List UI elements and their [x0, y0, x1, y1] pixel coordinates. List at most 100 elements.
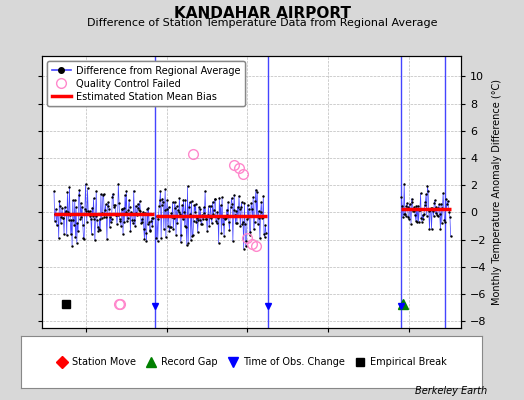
- Point: [135, 206, 143, 213]
- Point: [184, 240, 192, 246]
- Point: [83, 185, 92, 192]
- Point: [202, 216, 211, 222]
- Point: [105, 224, 114, 230]
- Point: [188, 233, 196, 240]
- Point: [112, 212, 120, 218]
- Text: KANDAHAR AIRPORT: KANDAHAR AIRPORT: [173, 6, 351, 21]
- Point: [220, 233, 228, 239]
- Point: [199, 215, 208, 222]
- Point: [429, 213, 438, 219]
- Point: [250, 219, 259, 225]
- Point: [417, 215, 425, 222]
- Point: [215, 194, 224, 201]
- Point: [165, 228, 173, 234]
- Point: [428, 205, 436, 212]
- Point: [442, 206, 451, 212]
- Point: [197, 221, 205, 227]
- Point: [206, 202, 215, 209]
- Point: [79, 234, 88, 241]
- Point: [239, 246, 248, 252]
- Point: [60, 231, 68, 238]
- Point: [53, 211, 61, 218]
- Point: [408, 199, 417, 205]
- Point: [432, 204, 441, 210]
- Point: [172, 232, 180, 238]
- Point: [225, 227, 234, 233]
- Point: [440, 206, 448, 212]
- Point: [209, 199, 217, 205]
- Point: [187, 237, 195, 243]
- Point: [234, 213, 243, 219]
- Point: [248, 206, 256, 212]
- Point: [418, 218, 426, 225]
- Text: Difference of Station Temperature Data from Regional Average: Difference of Station Temperature Data f…: [87, 18, 437, 28]
- Point: [120, 219, 128, 225]
- Point: [136, 198, 144, 204]
- Point: [431, 197, 439, 203]
- Point: [88, 204, 96, 211]
- Point: [401, 211, 409, 218]
- Point: [61, 210, 70, 216]
- Point: [146, 226, 154, 233]
- Point: [59, 214, 68, 221]
- Point: [74, 228, 82, 234]
- Point: [129, 188, 138, 194]
- Point: [435, 211, 444, 217]
- Point: [99, 192, 107, 198]
- Point: [141, 230, 150, 236]
- Point: [159, 198, 167, 205]
- Point: [158, 195, 167, 202]
- Point: [437, 201, 445, 207]
- Point: [208, 220, 216, 226]
- Point: [139, 226, 148, 232]
- Point: [417, 190, 425, 196]
- Point: [262, 230, 270, 236]
- Point: [399, 211, 408, 218]
- Point: [85, 210, 93, 216]
- Point: [186, 210, 194, 217]
- Point: [200, 204, 208, 210]
- Point: [165, 204, 173, 211]
- Point: [433, 213, 442, 219]
- Point: [237, 199, 246, 206]
- Point: [435, 201, 443, 208]
- Point: [78, 204, 86, 210]
- Point: [91, 237, 99, 244]
- Point: [153, 212, 161, 219]
- Point: [232, 208, 241, 214]
- Point: [77, 214, 85, 220]
- Point: [118, 206, 126, 212]
- Point: [132, 202, 140, 209]
- Point: [170, 214, 178, 221]
- Point: [414, 218, 423, 225]
- Point: [257, 199, 266, 206]
- Point: [64, 216, 73, 223]
- Point: [236, 223, 245, 229]
- Point: [233, 204, 242, 210]
- Point: [139, 208, 147, 215]
- Point: [213, 208, 222, 215]
- Point: [127, 209, 135, 215]
- Point: [109, 190, 117, 197]
- Point: [233, 220, 241, 226]
- Point: [51, 211, 60, 217]
- Point: [86, 216, 95, 222]
- Point: [428, 226, 436, 232]
- Point: [438, 220, 446, 226]
- Text: Berkeley Earth: Berkeley Earth: [415, 386, 487, 396]
- Point: [413, 218, 421, 225]
- Point: [440, 216, 449, 223]
- Point: [253, 189, 261, 195]
- Point: [72, 204, 80, 210]
- Point: [235, 206, 244, 212]
- Point: [188, 198, 196, 204]
- Point: [163, 197, 171, 203]
- Point: [413, 202, 422, 209]
- Point: [62, 232, 71, 238]
- Point: [96, 227, 104, 234]
- Point: [247, 200, 255, 206]
- Point: [400, 180, 408, 187]
- Point: [119, 231, 127, 237]
- Point: [441, 219, 450, 225]
- Point: [147, 218, 155, 225]
